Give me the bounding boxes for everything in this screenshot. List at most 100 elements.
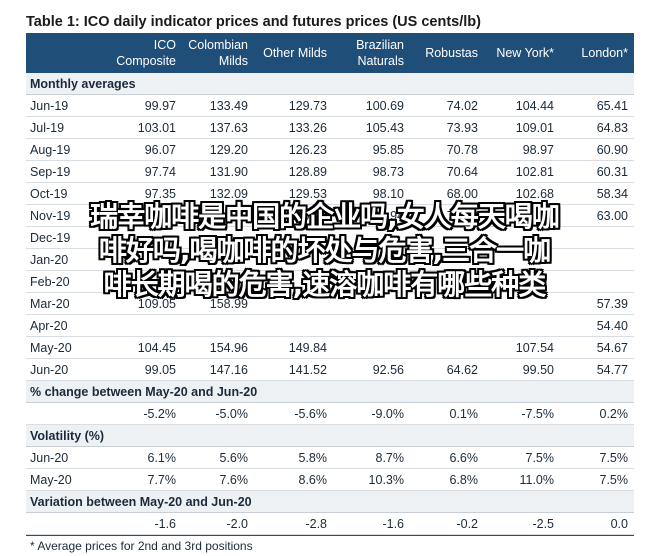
row-label: Aug-19: [30, 143, 71, 157]
table-cell: 57.39: [596, 297, 628, 311]
table-cell: 73.93: [446, 121, 478, 135]
section-volatility: Volatility (%): [26, 425, 634, 447]
row-label: Mar-20: [30, 297, 70, 311]
table-cell: 7.5%: [599, 473, 629, 487]
table-cell: 92.56: [372, 363, 404, 377]
table-cell: -1.6: [382, 517, 404, 531]
table-row: -1.6 -2.0 -2.8 -1.6 -0.2 -2.5 0.0: [26, 513, 634, 535]
table-cell: 7.5%: [525, 451, 555, 465]
row-label: Jun-20: [30, 451, 69, 465]
table-cell: 96.07: [144, 143, 176, 157]
table-cell: 105.43: [365, 121, 404, 135]
table-cell: -1.6: [154, 517, 176, 531]
table-cell: 99.50: [522, 363, 554, 377]
table-cell: 6.8%: [449, 473, 479, 487]
table-cell: 7.6%: [219, 473, 249, 487]
table-cell: 7.7%: [147, 473, 177, 487]
table-cell: -2.0: [226, 517, 248, 531]
table-row: Feb-20 68.07: [26, 271, 634, 293]
section-variation: Variation between May-20 and Jun-20: [26, 491, 634, 513]
table-cell: 146.12: [209, 209, 248, 223]
table-cell: 70.64: [446, 165, 478, 179]
table-cell: 60.90: [596, 143, 628, 157]
table-row: Mar-20 109.05 158.99 57.39: [26, 293, 634, 315]
table-row: May-20 7.7% 7.6% 8.6% 10.3% 6.8% 11.0% 7.5%: [26, 469, 634, 491]
volatility-rows: Jun-20 6.1% 5.6% 5.8% 8.7% 6.6% 7.5% 7.5% May-20…: [26, 447, 634, 491]
table-row: Sep-19 97.74 131.90 128.89 98.73 70.64 102.81 6…: [26, 161, 634, 183]
table-cell: 113.31: [516, 209, 554, 223]
table-cell: 129.73: [288, 99, 327, 113]
table-cell: 54.77: [596, 363, 628, 377]
table-row: Jul-19 103.01 137.63 133.26 105.43 73.93 109.0…: [26, 117, 634, 139]
table-cell: 58.34: [596, 187, 628, 201]
table-row: Dec-19: [26, 227, 634, 249]
row-label: Feb-20: [30, 275, 70, 289]
table-cell: 154.96: [209, 341, 248, 355]
table-cell: -5.6%: [294, 407, 327, 421]
table-cell: 132.09: [209, 187, 248, 201]
table-cell: 0.0: [610, 517, 628, 531]
column-header-line1: Colombian: [188, 38, 248, 52]
table-cell: 0.1%: [449, 407, 479, 421]
column-header: Robustas: [388, 33, 478, 73]
table-title: Table 1: ICO daily indicator prices and …: [26, 14, 481, 30]
column-header-line2: Robustas: [425, 46, 478, 60]
table-row: Apr-20 54.40: [26, 315, 634, 337]
table-cell: 68.07: [446, 275, 478, 289]
table-cell: 74.02: [446, 99, 478, 113]
row-label: Nov-19: [30, 209, 71, 223]
table-cell: -5.0%: [215, 407, 248, 421]
column-header: London*: [538, 33, 628, 73]
table-cell: 100.69: [365, 99, 404, 113]
footnote: * Average prices for 2nd and 3rd positio…: [26, 535, 634, 556]
table-cell: 129.53: [288, 187, 327, 201]
section-monthly-averages: Monthly averages: [26, 73, 634, 95]
column-header-line2: New York*: [496, 46, 554, 60]
row-label: Jun-19: [30, 99, 69, 113]
table-cell: 99.97: [144, 99, 176, 113]
column-header-line1: Brazilian: [356, 38, 404, 52]
pct-change-rows: -5.2% -5.0% -5.6% -9.0% 0.1% -7.5% 0.2%: [26, 403, 634, 425]
price-table: ICO Composite Colombian Milds Other Milds Bra…: [26, 33, 634, 556]
table-cell: 7.5%: [599, 451, 629, 465]
column-header-line2: Composite: [116, 54, 176, 68]
table-cell: 64.83: [596, 121, 628, 135]
coffee-price-table-page: Table 1: ICO daily indicator prices and …: [26, 14, 634, 553]
table-cell: 109.05: [137, 297, 176, 311]
table-cell: -5.2%: [143, 407, 176, 421]
row-label: Oct-19: [30, 187, 68, 201]
column-header: New York*: [464, 33, 554, 73]
table-cell: 54.67: [596, 341, 628, 355]
table-cell: 104.45: [137, 341, 176, 355]
table-row: Jun-19 99.97 133.49 129.73 100.69 74.02 104.44…: [26, 95, 634, 117]
table-row: Jun-20 6.1% 5.6% 5.8% 8.7% 6.6% 7.5% 7.5%: [26, 447, 634, 469]
table-cell: 6.1%: [147, 451, 177, 465]
table-cell: 149.84: [288, 341, 327, 355]
table-cell: 8.6%: [298, 473, 328, 487]
table-cell: 98.97: [522, 143, 554, 157]
table-cell: 133.26: [288, 121, 327, 135]
table-cell: 54.40: [596, 319, 628, 333]
table-cell: 102.68: [515, 187, 554, 201]
table-cell: 98.10: [372, 187, 404, 201]
column-header-line1: ICO: [153, 38, 176, 52]
table-cell: 6.6%: [449, 451, 479, 465]
table-cell: 107.54: [515, 341, 554, 355]
table-row: Aug-19 96.07 129.20 126.23 95.85 70.78 98.97 60…: [26, 139, 634, 161]
row-label: May-20: [30, 341, 72, 355]
table-cell: 109.01: [515, 121, 554, 135]
table-cell: -2.5: [532, 517, 554, 531]
column-header: Brazilian Naturals: [314, 33, 404, 73]
table-cell: 63.00: [596, 209, 628, 223]
table-cell: 141.52: [288, 363, 327, 377]
table-row: Jan-20: [26, 249, 634, 271]
table-row: -5.2% -5.0% -5.6% -9.0% 0.1% -7.5% 0.2%: [26, 403, 634, 425]
table-cell: 5.8%: [298, 451, 328, 465]
table-cell: 0.2%: [599, 407, 629, 421]
table-cell: 70.78: [446, 143, 478, 157]
table-cell: 99.05: [144, 363, 176, 377]
row-label: Jun-20: [30, 363, 69, 377]
row-label: Dec-19: [30, 231, 71, 245]
column-header: Colombian Milds: [158, 33, 248, 73]
table-cell: 128.89: [288, 165, 327, 179]
